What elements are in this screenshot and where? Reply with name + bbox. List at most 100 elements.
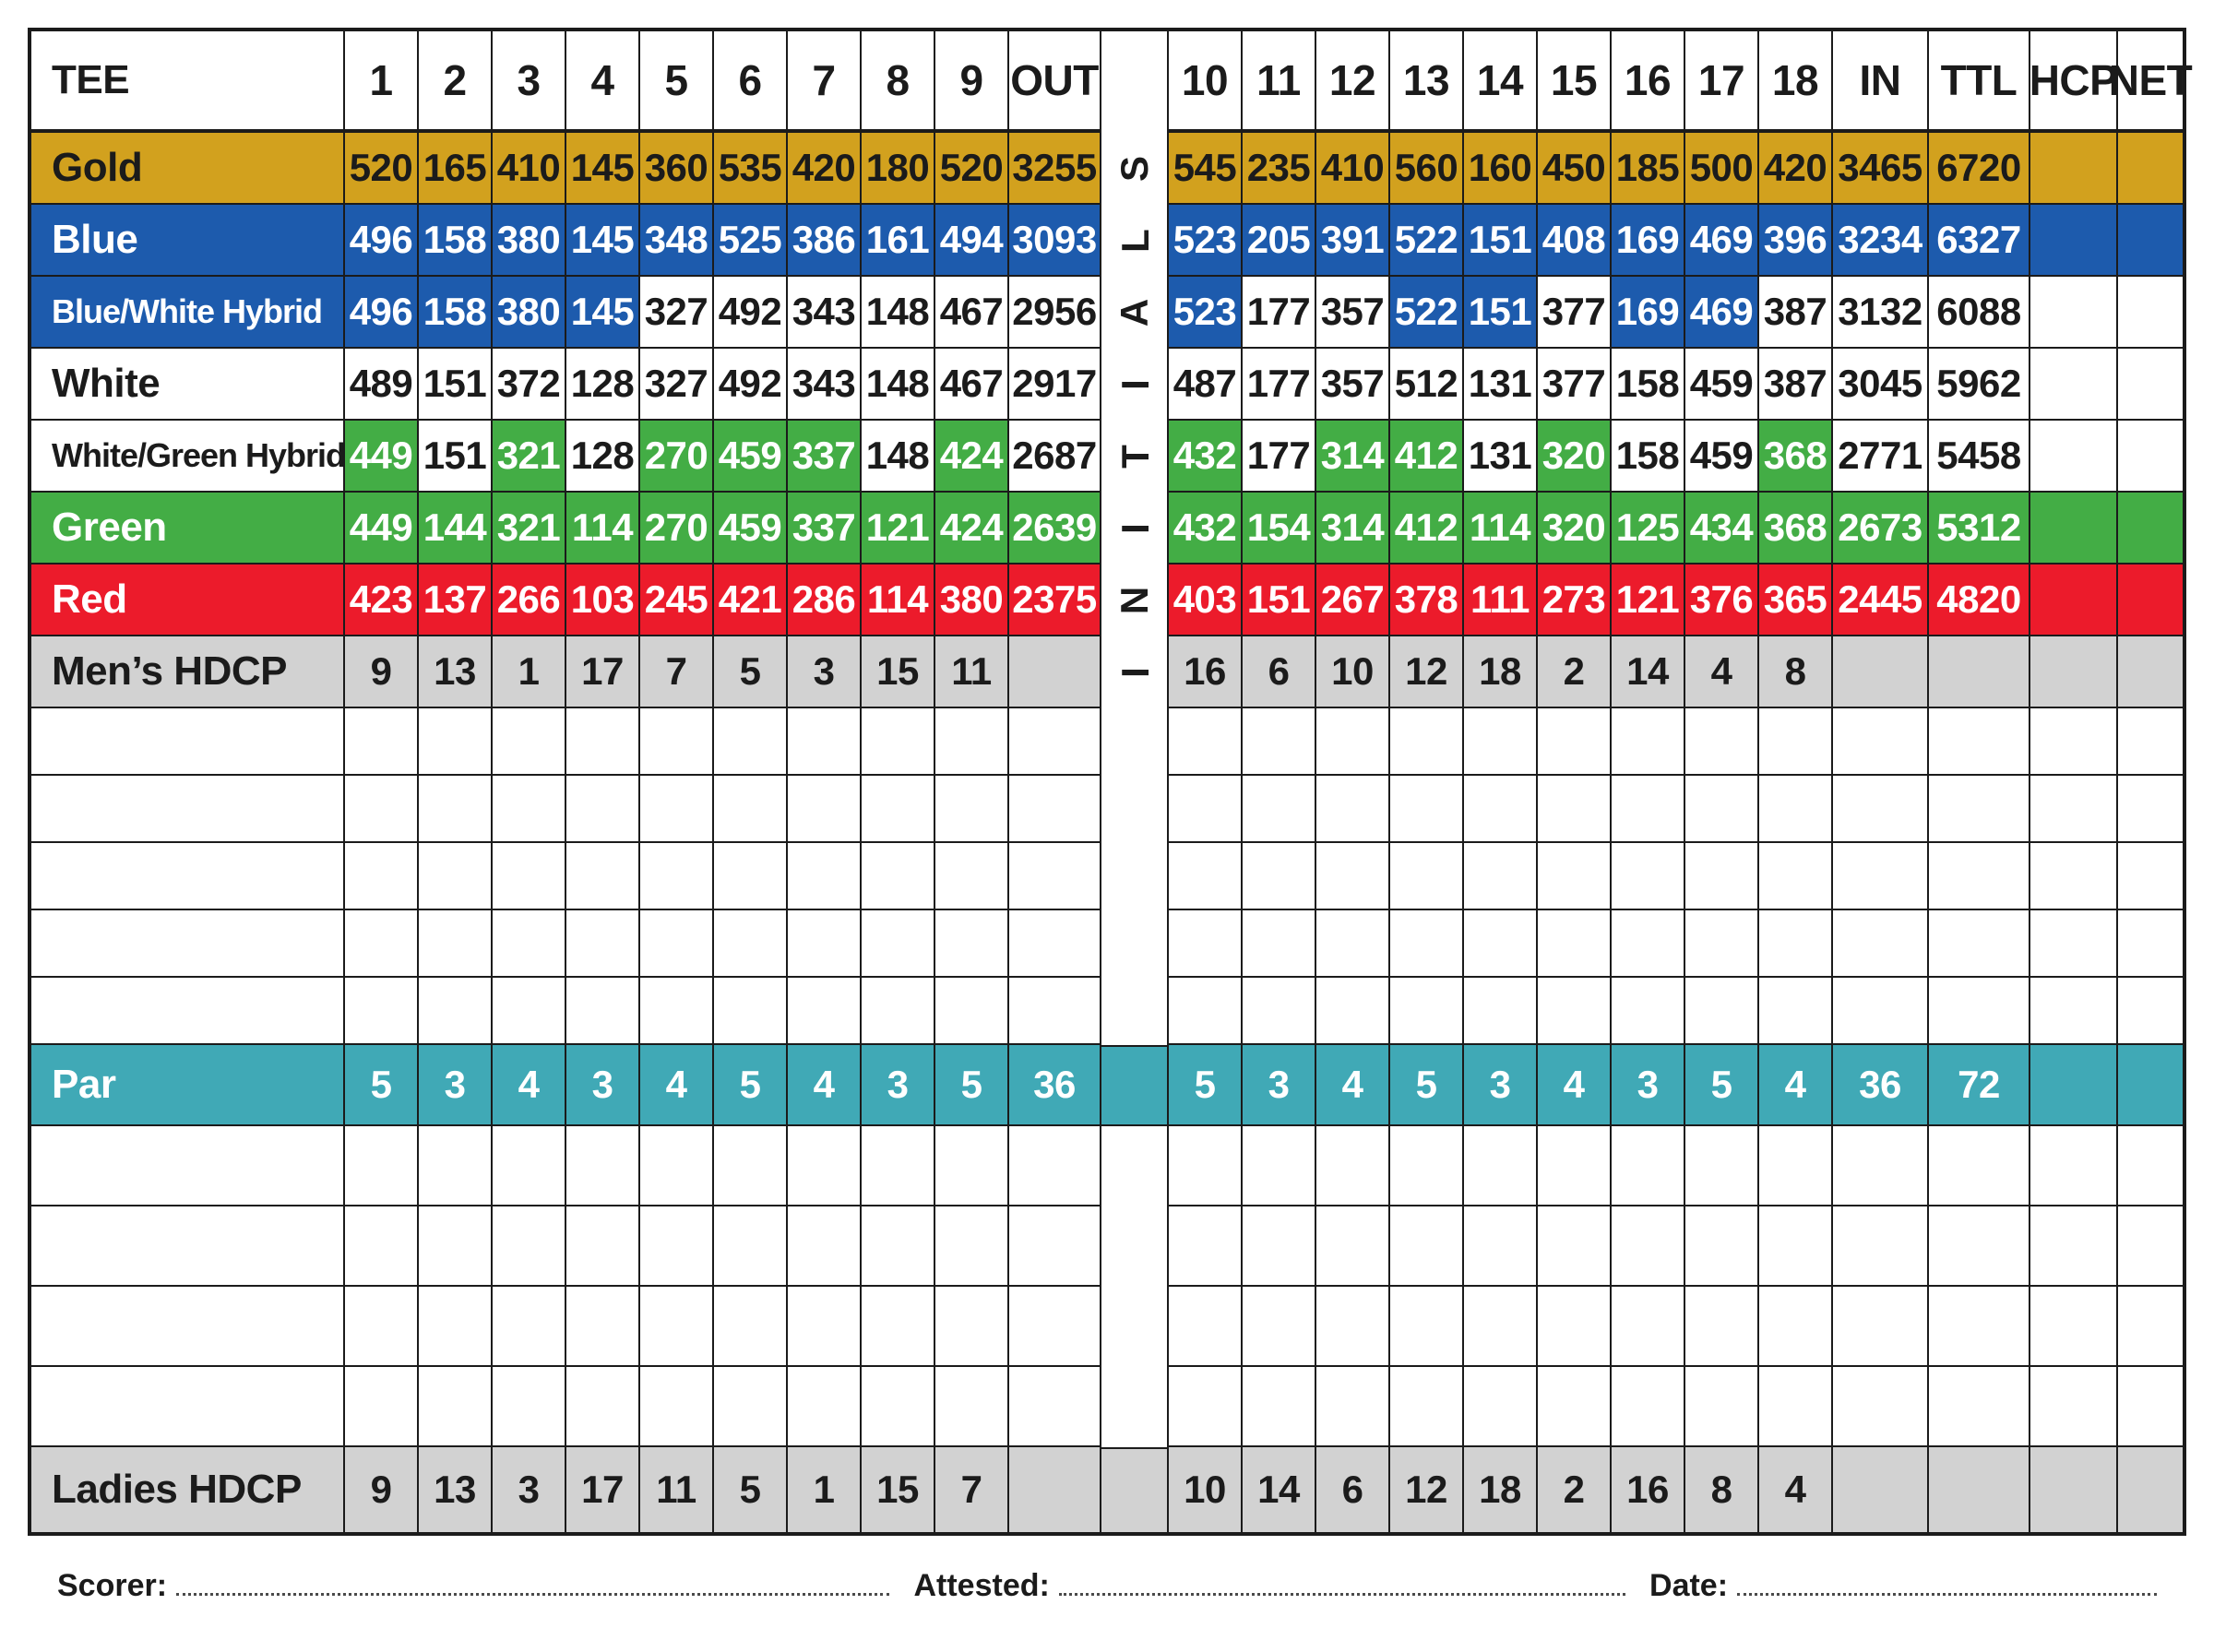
cell-blank-1-hole15[interactable] (1538, 708, 1612, 776)
cell-blank-9-hole13[interactable] (1390, 1367, 1464, 1447)
row-label-blank-3[interactable] (31, 843, 345, 910)
cell-blank-7-net[interactable] (2118, 1206, 2183, 1287)
cell-blank-1-hole11[interactable] (1243, 708, 1316, 776)
cell-blank-2-hole14[interactable] (1464, 776, 1538, 843)
cell-blank-6-net[interactable] (2118, 1126, 2183, 1206)
cell-blank-5-hcp[interactable] (2030, 978, 2118, 1045)
cell-blank-1-hole10[interactable] (1169, 708, 1243, 776)
cell-blank-7-hole13[interactable] (1390, 1206, 1464, 1287)
cell-blank-7-hole10[interactable] (1169, 1206, 1243, 1287)
cell-blank-9-hole2[interactable] (419, 1367, 493, 1447)
cell-blank-1-hole13[interactable] (1390, 708, 1464, 776)
cell-blank-4-hole13[interactable] (1390, 910, 1464, 978)
cell-blank-1-hole1[interactable] (345, 708, 419, 776)
cell-blank-2-hole12[interactable] (1316, 776, 1390, 843)
cell-blank-2-hcp[interactable] (2030, 776, 2118, 843)
cell-blank-3-hole17[interactable] (1685, 843, 1759, 910)
cell-blank-1-net[interactable] (2118, 708, 2183, 776)
cell-blank-9-hole15[interactable] (1538, 1367, 1612, 1447)
cell-blank-3-hole2[interactable] (419, 843, 493, 910)
cell-blank-7-hole15[interactable] (1538, 1206, 1612, 1287)
cell-blank-3-ttl[interactable] (1929, 843, 2030, 910)
cell-blank-5-hole13[interactable] (1390, 978, 1464, 1045)
cell-blank-6-hole18[interactable] (1759, 1126, 1833, 1206)
cell-blank-9-hole8[interactable] (862, 1367, 935, 1447)
cell-blank-2-hole10[interactable] (1169, 776, 1243, 843)
cell-blank-2-hole6[interactable] (714, 776, 788, 843)
cell-blank-6-hole2[interactable] (419, 1126, 493, 1206)
cell-blank-8-hole14[interactable] (1464, 1287, 1538, 1367)
cell-blank-2-hole11[interactable] (1243, 776, 1316, 843)
cell-blank-7-hole12[interactable] (1316, 1206, 1390, 1287)
cell-blank-3-hole1[interactable] (345, 843, 419, 910)
cell-blank-5-hole11[interactable] (1243, 978, 1316, 1045)
cell-blank-2-hole3[interactable] (493, 776, 566, 843)
cell-blank-7-out[interactable] (1009, 1206, 1101, 1287)
cell-blank-1-out[interactable] (1009, 708, 1101, 776)
cell-blank-1-hole16[interactable] (1612, 708, 1685, 776)
date-line[interactable] (1737, 1592, 2157, 1596)
cell-blank-8-hole16[interactable] (1612, 1287, 1685, 1367)
cell-blank-9-hole12[interactable] (1316, 1367, 1390, 1447)
cell-blank-3-hole13[interactable] (1390, 843, 1464, 910)
cell-blank-9-hole7[interactable] (788, 1367, 862, 1447)
scorer-signature-line[interactable] (176, 1592, 890, 1596)
cell-blank-9-hole10[interactable] (1169, 1367, 1243, 1447)
cell-blank-9-hole1[interactable] (345, 1367, 419, 1447)
cell-blank-7-hole1[interactable] (345, 1206, 419, 1287)
cell-blank-6-hole9[interactable] (935, 1126, 1009, 1206)
cell-blank-6-hole17[interactable] (1685, 1126, 1759, 1206)
cell-blank-9-hole16[interactable] (1612, 1367, 1685, 1447)
cell-blank-9-hole11[interactable] (1243, 1367, 1316, 1447)
cell-blank-8-hole3[interactable] (493, 1287, 566, 1367)
cell-blank-4-hole11[interactable] (1243, 910, 1316, 978)
cell-blank-8-hole12[interactable] (1316, 1287, 1390, 1367)
cell-blank-7-hole7[interactable] (788, 1206, 862, 1287)
cell-blank-6-hole8[interactable] (862, 1126, 935, 1206)
cell-blank-8-net[interactable] (2118, 1287, 2183, 1367)
cell-blank-1-hole17[interactable] (1685, 708, 1759, 776)
cell-blank-6-hole4[interactable] (566, 1126, 640, 1206)
cell-blank-4-ttl[interactable] (1929, 910, 2030, 978)
cell-blank-9-hole9[interactable] (935, 1367, 1009, 1447)
cell-blank-2-ttl[interactable] (1929, 776, 2030, 843)
cell-blank-4-hole10[interactable] (1169, 910, 1243, 978)
cell-blank-1-hole8[interactable] (862, 708, 935, 776)
cell-blank-4-hole18[interactable] (1759, 910, 1833, 978)
cell-blank-6-hole7[interactable] (788, 1126, 862, 1206)
cell-blank-2-hole18[interactable] (1759, 776, 1833, 843)
cell-blank-3-hole10[interactable] (1169, 843, 1243, 910)
cell-blank-8-hole1[interactable] (345, 1287, 419, 1367)
cell-blank-4-hole15[interactable] (1538, 910, 1612, 978)
cell-blank-6-hole16[interactable] (1612, 1126, 1685, 1206)
cell-blank-3-hole6[interactable] (714, 843, 788, 910)
cell-blank-5-hole12[interactable] (1316, 978, 1390, 1045)
cell-blank-5-hole6[interactable] (714, 978, 788, 1045)
cell-blank-5-hole7[interactable] (788, 978, 862, 1045)
cell-blank-5-ttl[interactable] (1929, 978, 2030, 1045)
cell-blank-6-ttl[interactable] (1929, 1126, 2030, 1206)
cell-blank-7-hole14[interactable] (1464, 1206, 1538, 1287)
cell-blank-3-hole7[interactable] (788, 843, 862, 910)
cell-blank-1-hole4[interactable] (566, 708, 640, 776)
cell-blank-5-hole18[interactable] (1759, 978, 1833, 1045)
cell-blank-3-hole9[interactable] (935, 843, 1009, 910)
cell-blank-3-in[interactable] (1833, 843, 1929, 910)
cell-blank-1-hole18[interactable] (1759, 708, 1833, 776)
cell-blank-3-hole15[interactable] (1538, 843, 1612, 910)
cell-blank-3-net[interactable] (2118, 843, 2183, 910)
cell-blank-8-hole10[interactable] (1169, 1287, 1243, 1367)
cell-blank-4-net[interactable] (2118, 910, 2183, 978)
cell-blank-3-hole3[interactable] (493, 843, 566, 910)
cell-blank-6-hole12[interactable] (1316, 1126, 1390, 1206)
cell-blank-7-hole2[interactable] (419, 1206, 493, 1287)
cell-blank-5-in[interactable] (1833, 978, 1929, 1045)
cell-blank-8-hole11[interactable] (1243, 1287, 1316, 1367)
cell-blank-8-ttl[interactable] (1929, 1287, 2030, 1367)
cell-blank-4-hole7[interactable] (788, 910, 862, 978)
cell-blank-2-hole8[interactable] (862, 776, 935, 843)
cell-blank-4-hole2[interactable] (419, 910, 493, 978)
cell-blank-4-hole3[interactable] (493, 910, 566, 978)
cell-blank-9-hole18[interactable] (1759, 1367, 1833, 1447)
cell-blank-6-hole1[interactable] (345, 1126, 419, 1206)
